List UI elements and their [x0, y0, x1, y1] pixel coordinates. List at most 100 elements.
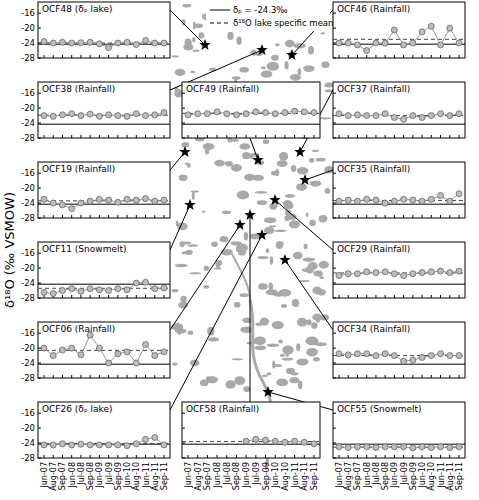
x-tick-label: Jun-07 [335, 462, 344, 489]
x-tick [71, 135, 72, 138]
data-point [447, 113, 453, 119]
data-point [59, 441, 65, 447]
x-tick [412, 135, 413, 138]
plot-area [333, 23, 465, 53]
lake-shape [286, 368, 295, 374]
x-tick-label: Jun-08 [363, 462, 372, 489]
x-tick [431, 55, 432, 58]
data-point [124, 39, 130, 45]
x-tick-label: Jul-08 [77, 462, 86, 486]
x-tick [44, 135, 45, 138]
data-point [115, 113, 121, 119]
x-tick [164, 375, 165, 378]
plot-area [38, 332, 170, 366]
x-tick [62, 455, 63, 458]
delta-p-line [182, 124, 320, 125]
data-point [401, 116, 407, 122]
y-tick-label: -16 [21, 408, 35, 418]
lake-shape [304, 244, 308, 250]
data-point [336, 444, 342, 450]
x-tick [108, 455, 109, 458]
x-tick [217, 455, 218, 458]
panel-title: OCF55 (Snowmelt) [337, 404, 422, 414]
data-point [124, 443, 130, 449]
panel: OCF35 (Rainfall) [333, 162, 465, 218]
lake-shape [289, 377, 299, 383]
lake-shape [232, 139, 239, 142]
plot-frame [38, 2, 170, 58]
data-point [50, 442, 56, 448]
x-tick-label: Sep-07 [58, 462, 67, 490]
lake-shape [218, 260, 222, 266]
lake-shape [203, 143, 215, 150]
lake-shape [236, 248, 240, 252]
data-point [152, 286, 158, 292]
y-tick-label: -20 [21, 423, 35, 433]
data-point [391, 444, 397, 450]
x-tick [394, 55, 395, 58]
x-tick [348, 375, 349, 378]
data-point [428, 353, 434, 359]
y-tick [38, 283, 41, 284]
data-point [204, 111, 210, 117]
data-point [382, 40, 388, 46]
data-point [253, 109, 259, 115]
delta-p-line [38, 364, 170, 365]
y-tick [38, 188, 41, 189]
x-tick [226, 455, 227, 458]
data-point [428, 23, 434, 29]
data-point [456, 268, 462, 274]
plot-frame [333, 242, 465, 298]
y-tick [333, 123, 336, 124]
lake-shape [278, 340, 283, 344]
x-tick [366, 295, 367, 298]
lake-shape [175, 69, 186, 76]
x-tick [154, 135, 155, 138]
y-tick-label: -16 [21, 248, 35, 258]
lake-shape [267, 62, 279, 71]
data-point [96, 287, 102, 293]
data-point [401, 196, 407, 202]
y-tick [182, 138, 185, 139]
x-tick-label: Aug-11 [300, 462, 309, 491]
x-tick [403, 215, 404, 218]
data-point [124, 287, 130, 293]
y-tick-label: -24 [21, 438, 35, 448]
x-tick [357, 375, 358, 378]
data-point [447, 353, 453, 359]
x-tick-label: Jun-09 [242, 462, 251, 489]
lake-shape [291, 165, 296, 172]
data-point [301, 109, 307, 115]
lake-shape [296, 359, 308, 366]
data-point [447, 25, 453, 31]
data-point [106, 442, 112, 448]
data-point [410, 357, 416, 363]
x-tick-label: Sep-11 [160, 462, 169, 490]
lake-shape [313, 357, 320, 361]
plot-area [182, 108, 320, 124]
lake-shape [182, 142, 190, 148]
leader-line [170, 235, 262, 410]
data-point [282, 110, 288, 116]
data-point [124, 349, 130, 355]
x-tick [108, 375, 109, 378]
data-point [106, 360, 112, 366]
panel: -28-24-20-16OCF11 (Snowmelt) [21, 242, 170, 303]
x-tick-label: Jun-10 [271, 462, 280, 489]
x-tick [459, 455, 460, 458]
x-tick-label: Jun-08 [213, 462, 222, 489]
x-tick [449, 135, 450, 138]
lake-shape [175, 264, 188, 267]
data-point [382, 351, 388, 357]
x-tick [403, 295, 404, 298]
lake-shape [175, 328, 187, 333]
data-point [133, 441, 139, 447]
data-point [391, 114, 397, 120]
data-point [364, 269, 370, 275]
lake-shape [180, 242, 192, 245]
x-tick [385, 135, 386, 138]
lake-shape [280, 354, 285, 357]
x-tick [339, 455, 340, 458]
x-tick [412, 455, 413, 458]
x-tick [117, 55, 118, 58]
